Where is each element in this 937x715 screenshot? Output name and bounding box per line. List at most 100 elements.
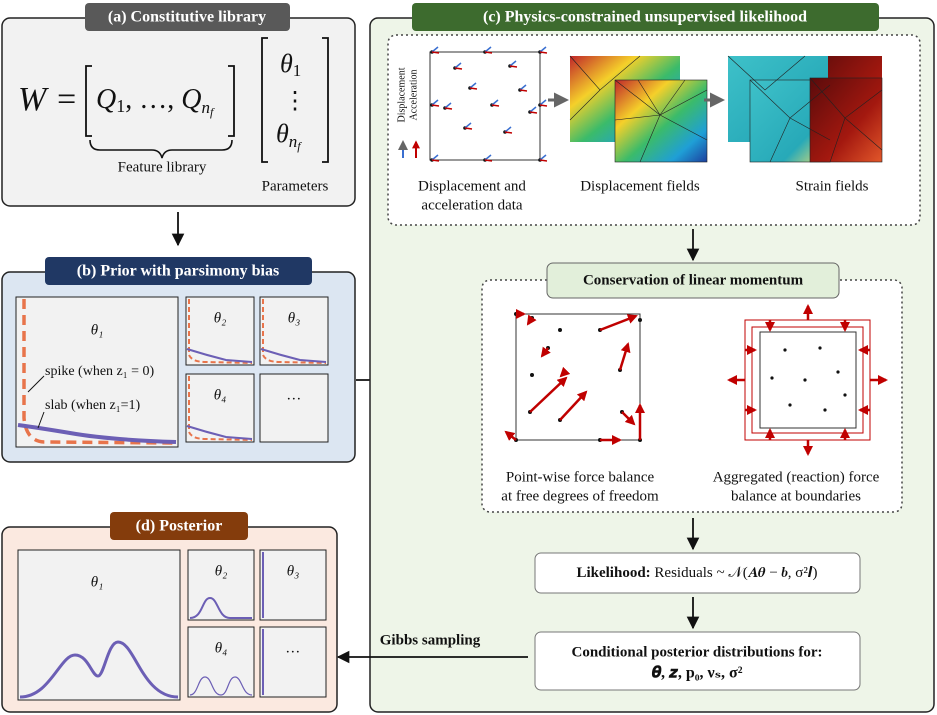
plot-frame xyxy=(259,296,329,366)
node xyxy=(788,403,792,407)
disp-arrow xyxy=(539,46,547,53)
force-arrow xyxy=(559,390,588,421)
data-points xyxy=(430,46,548,162)
disp-arrow xyxy=(504,126,512,133)
node xyxy=(530,373,534,377)
plot-label: θ₃ xyxy=(287,563,300,579)
panel-title: (b) Prior with parsimony bias xyxy=(77,263,279,280)
momentum-title: Conservation of linear momentum xyxy=(583,272,804,288)
acc-arrow xyxy=(464,127,473,130)
plot-label: … xyxy=(286,640,299,656)
plot-label: θ₁ xyxy=(91,574,104,590)
slab-curve xyxy=(186,348,253,363)
force-arrows xyxy=(504,309,645,445)
caption: Strain fields xyxy=(796,178,869,194)
panel-title: (a) Constitutive library xyxy=(108,9,266,26)
specimen xyxy=(515,313,641,441)
force-arrow xyxy=(599,314,638,332)
node xyxy=(558,328,562,332)
spike-curve xyxy=(188,299,253,364)
caption: balance at boundaries xyxy=(731,488,861,504)
plot-frame xyxy=(185,296,255,366)
disp-arrow xyxy=(444,102,452,109)
disp-arrow xyxy=(431,46,439,53)
sub: n xyxy=(289,132,298,151)
caption: Displacement fields xyxy=(580,178,700,194)
acc-arrow xyxy=(484,159,493,162)
caption: Displacement and xyxy=(418,178,526,194)
acc-arrow xyxy=(491,104,500,107)
spike-curve xyxy=(262,299,327,364)
acc-arrow xyxy=(484,51,493,54)
field-image xyxy=(614,79,708,163)
disp-arrow xyxy=(431,154,439,161)
spike-curve xyxy=(22,299,177,445)
acc-arrow xyxy=(539,159,548,162)
slab-label: slab (when z₁=1) xyxy=(45,398,141,413)
plot-frame xyxy=(259,373,329,443)
disp-arrow xyxy=(431,99,439,106)
slab-curve xyxy=(260,348,327,363)
acc-arrow xyxy=(469,87,478,90)
disp-arrow xyxy=(484,46,492,53)
node xyxy=(783,348,787,352)
disp-arrow xyxy=(529,106,537,113)
acc-arrow xyxy=(509,65,518,68)
leader xyxy=(27,375,45,393)
plot-frame xyxy=(259,626,327,698)
underbrace xyxy=(89,139,233,159)
sub: n xyxy=(201,98,210,117)
eq-lhs: W = xyxy=(18,81,78,118)
plot-frame xyxy=(187,626,255,698)
posterior-curve xyxy=(189,596,252,619)
specimen xyxy=(759,331,857,429)
plot-label: θ₂ xyxy=(215,563,228,579)
plot-frame xyxy=(259,549,327,621)
feature-vector: Q1, …, Qnf xyxy=(96,84,215,118)
panel-tab xyxy=(85,3,290,31)
panel-d: (d) Posterior θ₁ θ₂ θ₃ θ₄ … xyxy=(1,512,338,713)
sep: , …, xyxy=(125,84,181,115)
plot-frame xyxy=(15,296,179,448)
caption: Aggregated (reaction) force xyxy=(713,469,880,485)
plot-frame xyxy=(187,549,255,621)
subsub: f xyxy=(297,139,302,153)
param-last: θnf xyxy=(276,119,302,153)
acc-arrow xyxy=(539,104,548,107)
spike-curve xyxy=(188,376,253,441)
caption: at free degrees of freedom xyxy=(501,488,659,504)
disp-arrow xyxy=(539,154,547,161)
disp-arrow xyxy=(464,122,472,129)
plot-frame xyxy=(185,373,255,443)
caption: Parameters xyxy=(262,178,329,194)
likelihood-label: Likelihood: xyxy=(576,565,650,581)
mesh xyxy=(569,55,708,163)
likelihood-expression: Residuals ~ 𝒩(𝑨𝜽 − 𝒃, σ²𝑰) xyxy=(654,565,817,581)
posterior-curve xyxy=(189,676,253,696)
disp-arrow xyxy=(484,154,492,161)
plot-label: θ₃ xyxy=(288,310,301,326)
plot-frame xyxy=(17,549,181,701)
node xyxy=(823,408,827,412)
panel-title: (d) Posterior xyxy=(136,518,223,535)
posterior-heading: Conditional posterior distributions for: xyxy=(572,644,823,660)
disp-arrow xyxy=(491,99,499,106)
plot-label: … xyxy=(287,387,300,403)
disp-arrow xyxy=(469,82,477,89)
acc-arrow xyxy=(444,107,453,110)
caption: acceleration data xyxy=(421,197,523,213)
force-arrow xyxy=(526,314,537,326)
mesh xyxy=(727,55,883,163)
force-arrow xyxy=(559,366,571,378)
force-arrow xyxy=(618,342,631,371)
plot-label: θ₄ xyxy=(215,640,228,656)
bracket xyxy=(85,65,235,137)
theta: θ xyxy=(280,49,293,78)
posterior-curve xyxy=(19,640,179,699)
theta: θ xyxy=(276,119,289,148)
subsub: f xyxy=(210,105,215,119)
acc-arrow xyxy=(454,67,463,70)
disp-arrow xyxy=(454,62,462,69)
